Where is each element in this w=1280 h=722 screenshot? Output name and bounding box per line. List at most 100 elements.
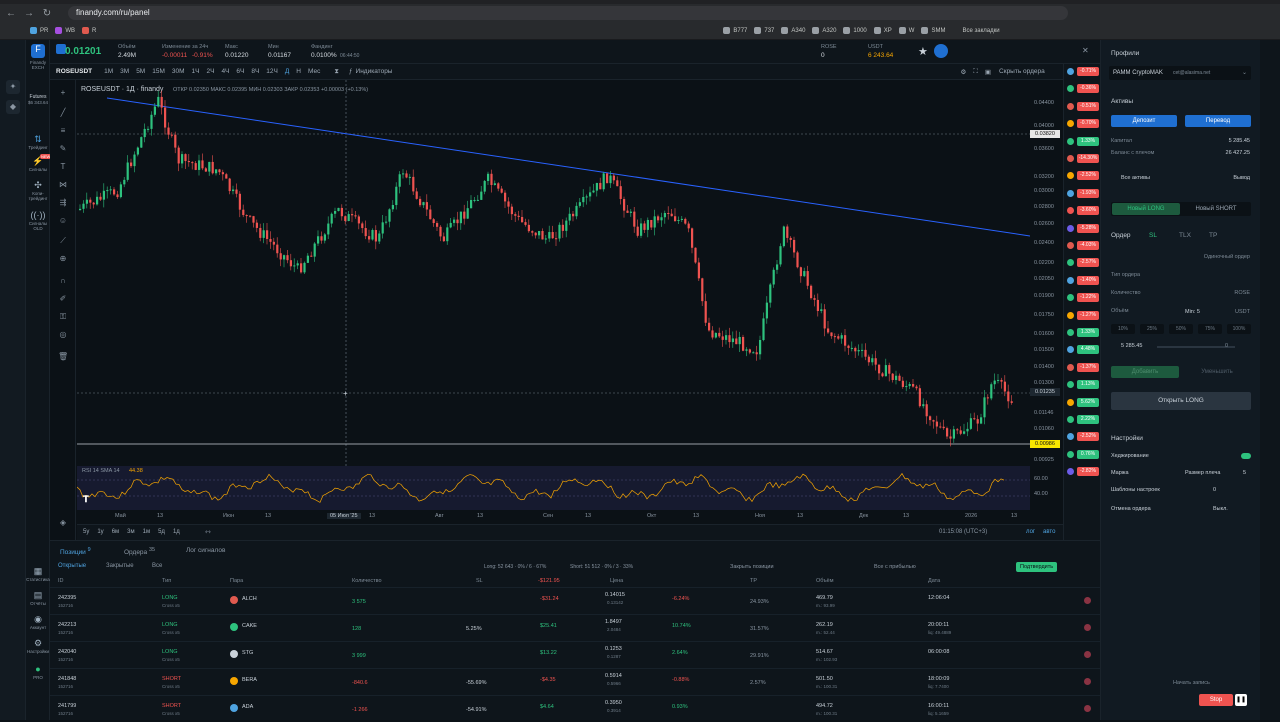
closed-subtab[interactable]: Закрытые [106,563,134,569]
ticker-item[interactable]: 1.33% [1067,136,1099,146]
layers-icon[interactable]: ◈ [59,518,67,527]
volume-slider[interactable] [1157,346,1235,348]
tf-button[interactable]: 30М [171,68,185,75]
app-icon[interactable]: ◆ [6,100,20,114]
position-sl[interactable]: -55.69% [466,680,487,686]
volume-input[interactable]: USDT [1235,309,1250,315]
percent-button[interactable]: 50% [1169,324,1193,334]
transfer-button[interactable]: Перевод [1185,115,1251,127]
table-row[interactable]: 242395 152716 LONG Cross x5 ALCH 3 575 -… [50,587,1100,614]
signal-log-tab[interactable]: Лог сигналов [186,547,226,554]
crosshair-icon[interactable]: + [60,88,66,97]
ruler-icon[interactable]: ⟋ [60,236,66,245]
bookmark[interactable]: A320 [812,27,836,34]
ticker-item[interactable]: -1.37% [1067,362,1099,372]
ticker-item[interactable]: -1.27% [1067,310,1099,320]
position-pair[interactable]: CAKE [242,623,257,629]
eye-icon[interactable]: ◎ [59,330,67,339]
all-bookmarks[interactable]: Все закладки [962,27,1000,34]
tf-button[interactable]: 5М [136,68,146,75]
range-button[interactable]: 1м [142,529,151,535]
table-row[interactable]: 241799 152716 SHORT Cross x5 ADA -1 266 … [50,695,1100,722]
templates-select[interactable]: 0 [1213,487,1217,493]
range-button[interactable]: 5д [158,529,165,535]
new-short-tab[interactable]: Новый SHORT [1195,206,1237,212]
zoom-icon[interactable]: ⊕ [59,254,67,263]
nav-account[interactable]: ◉ Аккаунт [26,614,50,630]
bookmark[interactable]: R [82,27,96,34]
ticker-item[interactable]: 1.13% [1067,380,1099,390]
nav-settings[interactable]: ⚙ Настройки [26,638,50,654]
col-header[interactable]: Объём [816,578,834,584]
lock-draw-icon[interactable]: ✐ [59,294,67,303]
tf-button[interactable]: 12Ч [266,68,278,75]
bookmark[interactable]: PR [30,27,48,34]
col-header[interactable]: Пара [230,578,244,584]
nav-stats[interactable]: ▦ Статистика [26,566,50,582]
tf-button-active[interactable]: Д [284,68,290,75]
hide-orders-button[interactable]: Скрыть ордера [999,68,1045,75]
ticker-item[interactable]: -5.28% [1067,223,1099,233]
tf-button[interactable]: Мес [307,68,321,75]
position-sl[interactable]: 5.25% [466,626,482,632]
text-icon[interactable]: T [60,162,66,171]
table-row[interactable]: 242040 152716 LONG Cross x5 STG 3 999 $1… [50,641,1100,668]
price-chart[interactable]: ROSEUSDT · 1Д · finandy ОТКР 0.02350 МАК… [77,80,1063,524]
profile-avatar[interactable] [934,44,948,58]
pause-icon[interactable]: ❚❚ [1235,694,1247,706]
log-toggle[interactable]: лог [1026,529,1036,535]
open-long-button[interactable]: Открыть LONG [1111,392,1251,410]
sl-tab[interactable]: SL [1149,232,1157,239]
withdraw-link[interactable]: Вывод [1233,175,1250,181]
tf-button[interactable]: 8Ч [251,68,260,75]
tf-button[interactable]: 4Ч [221,68,230,75]
trash-icon[interactable]: 🗑 [58,352,69,361]
deposit-button[interactable]: Депозит [1111,115,1177,127]
col-header[interactable]: Количество [352,578,382,584]
reload-icon[interactable]: ↻ [42,7,52,19]
nav-copy-trading[interactable]: ✣ Копи-трейдинг [26,180,50,201]
percent-button[interactable]: 10% [1111,324,1135,334]
ticker-item[interactable]: -3.60% [1067,206,1099,216]
bookmark[interactable]: XP [873,27,892,34]
nav-signals-old[interactable]: ((·)) Сигналы OLD [26,210,50,231]
time-axis[interactable]: Май 13 Июн 13 13 Авг 13 Сен 13 Окт 13 Ноя 13 Дек 13 202… [77,510,1063,524]
nav-pro[interactable]: ● PRO [26,664,50,680]
range-button[interactable]: 5у [83,529,90,535]
tf-button[interactable]: 3М [120,68,130,75]
pattern-icon[interactable]: ⋈ [59,180,67,189]
confirm-button[interactable]: Подтвердить [1016,562,1058,572]
col-header[interactable]: Тип [162,578,172,584]
ticker-item[interactable]: -0.36% [1067,84,1099,94]
position-sl[interactable]: -54.91% [466,707,487,713]
tf-button[interactable]: 1М [104,68,114,75]
single-order-label[interactable]: Одиночный ордер [1203,254,1250,260]
range-button[interactable]: 3м [127,529,135,535]
position-tp[interactable]: 31.57% [750,626,769,632]
tf-button[interactable]: Н [296,68,301,75]
candlestick-plot[interactable]: + [77,80,1030,466]
brand-logo[interactable]: F Finandy EXCH [26,44,50,70]
close-position-icon[interactable] [1084,624,1091,631]
position-tp[interactable]: 29.91% [750,653,769,659]
position-pair[interactable]: BERA [242,677,257,683]
ticker-item[interactable]: -2.57% [1067,258,1099,268]
ticker-item[interactable]: 5.62% [1067,397,1099,407]
tf-button[interactable]: 6Ч [236,68,245,75]
ticker-item[interactable]: -2.82% [1067,467,1099,477]
reduce-button[interactable]: Уменьшить [1201,369,1233,375]
col-header[interactable]: ID [58,578,64,584]
fib-icon[interactable]: ≡ [60,126,66,135]
ticker-item[interactable]: 1.33% [1067,328,1099,337]
nav-reports[interactable]: ▤ Отчёты [26,590,50,606]
prediction-icon[interactable]: ⇶ [59,198,67,207]
position-pair[interactable]: ADA [242,704,254,710]
forward-icon[interactable]: → [24,7,34,19]
bookmark[interactable]: 1000 [843,27,867,34]
close-position-icon[interactable] [1084,651,1091,658]
range-button[interactable]: 6м [111,529,120,535]
ticker-item[interactable]: -2.52% [1067,432,1099,442]
hedging-toggle[interactable] [1241,453,1251,459]
ticker-item[interactable]: -2.52% [1067,171,1099,181]
profile-select[interactable]: PAMM CryptoMAK cet@alasima.net ⌄ [1109,66,1251,80]
